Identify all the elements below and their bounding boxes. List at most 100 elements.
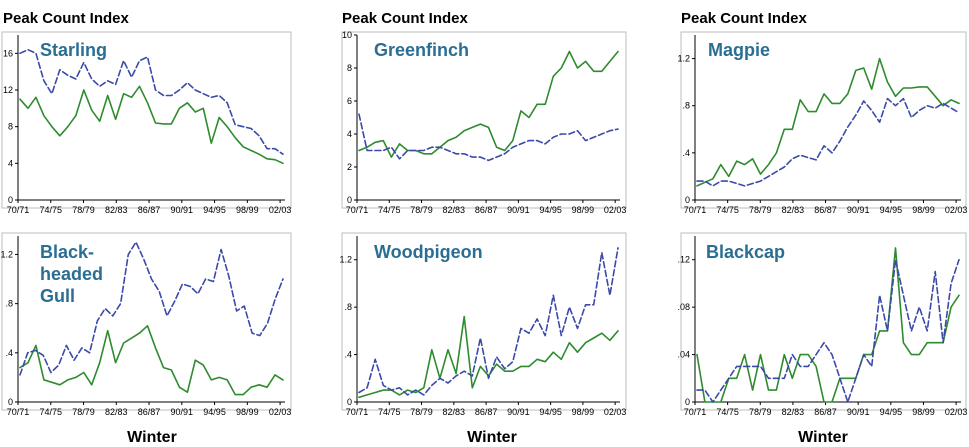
x-tick-label: 86/87 xyxy=(138,407,161,417)
series-line-dashed xyxy=(696,258,960,403)
species-title: headed xyxy=(40,264,103,284)
x-tick-label: 70/71 xyxy=(7,205,30,215)
y-tick-label: 0 xyxy=(8,397,13,407)
panel-frame xyxy=(1,31,292,209)
y-tick-label: .04 xyxy=(677,350,690,360)
x-tick-label: 94/95 xyxy=(880,205,903,215)
x-tick-label: 86/87 xyxy=(138,205,161,215)
y-tick-label: 1.2 xyxy=(677,54,690,64)
x-tick-label: 82/83 xyxy=(443,205,466,215)
x-tick-label: 70/71 xyxy=(346,407,369,417)
panel-frame xyxy=(680,232,967,411)
x-axis-label: Winter xyxy=(798,429,848,446)
x-tick-label: 94/95 xyxy=(203,205,226,215)
chart-panel: 0 .04 .08 .12 70/71 74/75 78/79 82/83 86/87 90/91… xyxy=(677,232,967,417)
y-tick-label: .4 xyxy=(5,348,13,358)
x-tick-label: 94/95 xyxy=(539,407,562,417)
species-title: Gull xyxy=(40,286,75,306)
x-tick-label: 74/75 xyxy=(716,205,739,215)
panel-frame xyxy=(1,232,292,411)
x-tick-label: 70/71 xyxy=(346,205,369,215)
x-tick-label: 70/71 xyxy=(7,407,30,417)
x-tick-label: 90/91 xyxy=(171,205,194,215)
series-line-solid xyxy=(19,324,284,396)
y-tick-label: 8 xyxy=(8,122,13,132)
x-tick-label: 82/83 xyxy=(782,407,805,417)
x-tick-label: 98/99 xyxy=(912,205,935,215)
y-tick-label: 16 xyxy=(3,48,13,58)
x-tick-label: 90/91 xyxy=(171,407,194,417)
x-tick-label: 02/03 xyxy=(945,205,968,215)
panel-frame xyxy=(341,31,627,209)
x-tick-label: 74/75 xyxy=(39,407,62,417)
y-tick-label: 0 xyxy=(8,195,13,205)
series-line-solid xyxy=(358,315,619,399)
y-tick-label: 0 xyxy=(685,397,690,407)
y-tick-label: 4 xyxy=(8,158,13,168)
y-tick-label: .12 xyxy=(677,255,690,265)
panel-frame xyxy=(680,31,967,209)
x-tick-label: 86/87 xyxy=(814,407,837,417)
y-tick-label: 12 xyxy=(3,85,13,95)
chart-panel: 0 4 8 12 16 70/71 74/75 78/79 82/83 86/87 90/91 94/… xyxy=(1,31,292,215)
x-tick-label: 90/91 xyxy=(507,407,530,417)
y-tick-label: 2 xyxy=(347,162,352,172)
panel-header: Peak Count Index xyxy=(681,10,808,27)
x-tick-label: 90/91 xyxy=(847,205,870,215)
x-tick-label: 78/79 xyxy=(410,205,433,215)
x-tick-label: 78/79 xyxy=(72,407,95,417)
charts-group: 0 4 8 12 16 70/71 74/75 78/79 82/83 86/87 90/91 94/… xyxy=(0,30,967,417)
x-tick-label: 98/99 xyxy=(912,407,935,417)
y-tick-label: .8 xyxy=(344,302,352,312)
y-tick-label: .4 xyxy=(682,148,690,158)
y-tick-label: 10 xyxy=(342,30,352,40)
x-tick-label: 02/03 xyxy=(269,407,292,417)
y-tick-label: .08 xyxy=(677,302,690,312)
series-line-dashed xyxy=(19,48,284,155)
x-tick-label: 82/83 xyxy=(782,205,805,215)
x-tick-label: 74/75 xyxy=(378,205,401,215)
x-tick-label: 94/95 xyxy=(880,407,903,417)
x-tick-label: 02/03 xyxy=(604,407,627,417)
chart-panel: 0 .4 .8 1.2 70/71 74/75 78/79 82/83 86/87 90/91 94… xyxy=(339,232,627,417)
series-line-dashed xyxy=(19,241,284,376)
y-tick-label: 4 xyxy=(347,129,352,139)
y-tick-label: 1.2 xyxy=(339,255,352,265)
y-tick-label: 0 xyxy=(347,195,352,205)
series-line-solid xyxy=(19,85,284,165)
species-title: Woodpigeon xyxy=(374,242,483,262)
chart-panel: 0 2 4 6 8 10 70/71 74/75 78/79 82/83 86/87 90/91 94/… xyxy=(341,30,627,215)
y-tick-label: 0 xyxy=(347,397,352,407)
y-tick-label: .8 xyxy=(5,299,13,309)
x-tick-label: 74/75 xyxy=(39,205,62,215)
x-tick-label: 70/71 xyxy=(684,205,707,215)
chart-panel: 0 .4 .8 1.2 70/71 74/75 78/79 82/83 86/87 90/91 94… xyxy=(0,232,292,417)
y-tick-label: .4 xyxy=(344,350,352,360)
panel-header: Peak Count Index xyxy=(342,10,469,27)
series-line-solid xyxy=(696,57,960,187)
y-tick-label: 6 xyxy=(347,96,352,106)
species-title: Black- xyxy=(40,242,94,262)
x-axis-label: Winter xyxy=(467,429,517,446)
x-tick-label: 94/95 xyxy=(539,205,562,215)
x-tick-label: 74/75 xyxy=(716,407,739,417)
x-tick-label: 02/03 xyxy=(604,205,627,215)
species-title: Magpie xyxy=(708,40,770,60)
x-tick-label: 98/99 xyxy=(236,205,259,215)
series-line-dashed xyxy=(358,113,619,162)
x-tick-label: 74/75 xyxy=(378,407,401,417)
x-tick-label: 90/91 xyxy=(507,205,530,215)
series-line-dashed xyxy=(358,247,619,396)
panel-header: Peak Count Index xyxy=(3,10,130,27)
x-tick-label: 78/79 xyxy=(410,407,433,417)
y-tick-label: 0 xyxy=(685,195,690,205)
x-tick-label: 82/83 xyxy=(105,205,128,215)
x-tick-label: 78/79 xyxy=(749,407,772,417)
x-tick-label: 94/95 xyxy=(203,407,226,417)
x-tick-label: 86/87 xyxy=(814,205,837,215)
species-title: Starling xyxy=(40,40,107,60)
y-tick-label: 8 xyxy=(347,63,352,73)
x-tick-label: 86/87 xyxy=(475,205,498,215)
x-tick-label: 78/79 xyxy=(749,205,772,215)
